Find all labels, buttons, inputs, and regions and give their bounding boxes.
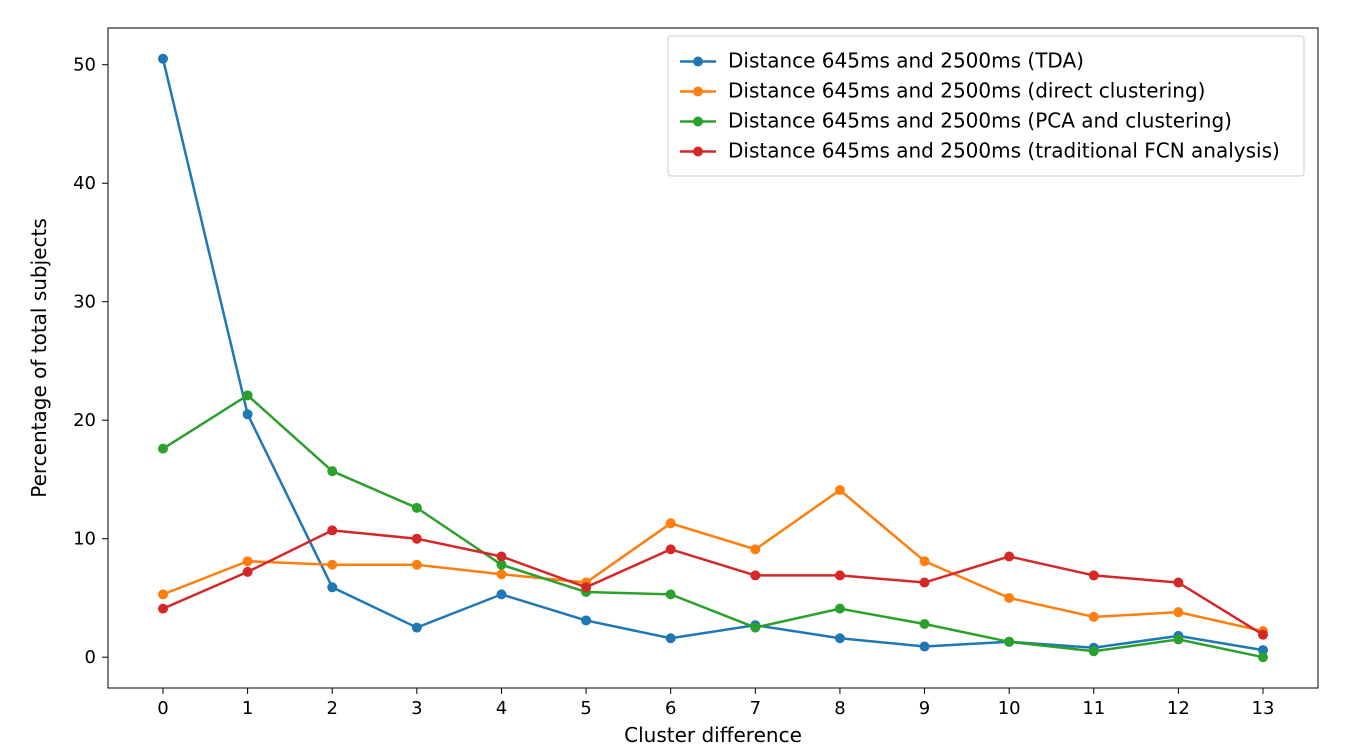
series-marker-direct [158,589,168,599]
series-marker-pca [835,604,845,614]
series-marker-fcn [327,525,337,535]
y-axis-label: Percentage of total subjects [27,218,51,498]
legend-swatch-marker [693,87,703,97]
series-marker-tda [666,633,676,643]
series-marker-direct [920,556,930,566]
series-marker-fcn [920,578,930,588]
series-marker-direct [1004,593,1014,603]
series-marker-fcn [835,570,845,580]
series-marker-direct [1089,612,1099,622]
legend-swatch-marker [693,117,703,127]
series-marker-fcn [243,567,253,577]
series-marker-fcn [496,551,506,561]
series-marker-fcn [158,604,168,614]
x-tick-label: 4 [496,698,507,719]
legend-label: Distance 645ms and 2500ms (traditional F… [728,139,1280,163]
x-tick-label: 8 [834,698,845,719]
series-marker-direct [327,560,337,570]
legend-swatch-marker [693,57,703,67]
x-tick-label: 12 [1167,698,1190,719]
series-marker-pca [666,589,676,599]
x-tick-label: 2 [327,698,338,719]
y-tick-label: 40 [73,173,96,194]
legend-label: Distance 645ms and 2500ms (direct cluste… [728,79,1205,103]
series-marker-tda [243,409,253,419]
x-tick-label: 13 [1252,698,1275,719]
series-marker-fcn [666,544,676,554]
series-marker-fcn [1089,570,1099,580]
y-tick-label: 20 [73,410,96,431]
series-marker-fcn [412,534,422,544]
x-tick-label: 3 [411,698,422,719]
series-marker-direct [243,556,253,566]
series-marker-fcn [1173,578,1183,588]
y-tick-label: 50 [73,55,96,76]
series-marker-direct [412,560,422,570]
series-marker-fcn [1258,630,1268,640]
series-marker-tda [581,615,591,625]
series-marker-direct [496,569,506,579]
series-marker-pca [1089,646,1099,656]
series-marker-tda [920,642,930,652]
series-marker-tda [158,54,168,64]
series-marker-pca [1004,637,1014,647]
x-tick-label: 1 [242,698,253,719]
chart-container: 012345678910111213Cluster difference0102… [0,0,1354,753]
series-marker-pca [412,503,422,513]
x-tick-label: 6 [665,698,676,719]
series-marker-pca [750,623,760,633]
x-axis-label: Cluster difference [624,723,802,747]
series-marker-fcn [1004,551,1014,561]
series-marker-fcn [750,570,760,580]
y-tick-label: 10 [73,529,96,550]
series-marker-direct [1173,607,1183,617]
series-marker-pca [1173,634,1183,644]
x-tick-label: 10 [998,698,1021,719]
x-tick-label: 7 [750,698,761,719]
series-marker-pca [920,619,930,629]
x-tick-label: 0 [157,698,168,719]
x-tick-label: 5 [580,698,591,719]
series-marker-tda [327,582,337,592]
series-marker-pca [243,390,253,400]
y-tick-label: 30 [73,292,96,313]
series-marker-pca [1258,652,1268,662]
series-marker-fcn [581,582,591,592]
series-marker-pca [158,444,168,454]
legend-label: Distance 645ms and 2500ms (PCA and clust… [728,109,1232,133]
series-marker-tda [412,623,422,633]
series-marker-direct [666,518,676,528]
legend-label: Distance 645ms and 2500ms (TDA) [728,49,1084,73]
series-marker-tda [835,633,845,643]
line-chart: 012345678910111213Cluster difference0102… [0,0,1354,753]
x-tick-label: 9 [919,698,930,719]
series-marker-direct [750,544,760,554]
series-marker-pca [327,466,337,476]
series-marker-tda [496,589,506,599]
legend-swatch-marker [693,147,703,157]
y-tick-label: 0 [85,647,96,668]
x-tick-label: 11 [1082,698,1105,719]
series-marker-direct [835,485,845,495]
